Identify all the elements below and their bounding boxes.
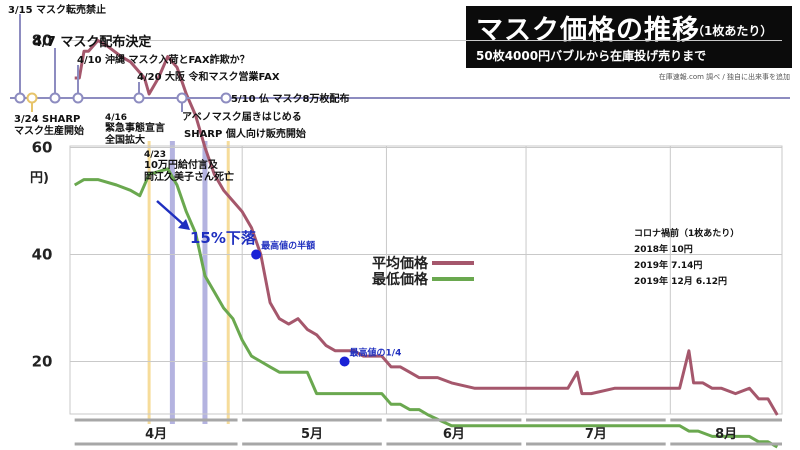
y-tick-label: 80 (32, 32, 53, 50)
series-line-avg-price (74, 39, 779, 416)
event-label-okinawa: 4/10 沖縄 マスク入荷とFAX詐欺か？ (77, 53, 250, 66)
marker-label-1: 最高値の1/4 (350, 347, 402, 359)
timeline-dot (133, 92, 145, 104)
chart-subtitle: 50枚4000円バブルから在庫投げ売りまで (476, 49, 707, 63)
timeline-dot (72, 92, 84, 104)
y-tick-label: 40 (32, 246, 53, 264)
timeline-dot (49, 92, 61, 104)
month-label: 8月 (715, 427, 737, 442)
precovid-line-1: 2019年 7.14円 (634, 259, 702, 271)
event-band-2 (147, 141, 151, 424)
event-band-0 (169, 141, 175, 424)
event-label-france: 5/10 仏 マスク8万枚配布 (231, 92, 349, 105)
y-axis-unit: 円) (30, 171, 49, 186)
drop-label: 15%下落 (190, 229, 257, 247)
timeline-dot (176, 92, 188, 104)
y-tick-label: 60 (32, 139, 53, 157)
credit-note: 在庫速報.com 調べ / 独自に出来事を追加 (658, 73, 790, 81)
y-tick-label: 20 (32, 353, 53, 371)
event-label-abenomask: アベノマスク届きはじめる (182, 111, 302, 123)
event-label-emergency-2: 全国拡大 (104, 133, 145, 146)
event-band-1 (202, 141, 208, 424)
precovid-heading: コロナ禍前（1枚あたり） (634, 227, 739, 239)
legend-label-avg: 平均価格 (372, 255, 429, 272)
marker-label-0: 最高値の半額 (261, 240, 315, 252)
event-label-cash-handout: 10万円給付言及 (144, 158, 219, 171)
event-band-3 (226, 141, 230, 424)
precovid-line-2: 2019年 12月 6.12円 (634, 275, 727, 287)
month-label: 7月 (585, 427, 607, 442)
marker-dot-1 (339, 356, 350, 367)
event-label-sharp-production: 3/24 SHARP (14, 114, 80, 125)
drop-arrow-head (178, 219, 190, 230)
marker-dot-0 (251, 249, 262, 260)
event-label-mask-distribution: 4/7 マスク配布決定 (33, 34, 151, 50)
timeline-dot (14, 92, 26, 104)
drop-arrow-line (156, 200, 185, 226)
month-label: 4月 (145, 427, 167, 442)
timeline-dot (220, 92, 232, 104)
month-label: 6月 (443, 427, 465, 442)
event-label-okae: 岡江久美子さん死亡 (144, 170, 234, 183)
chart-title-unit: （1枚あたり） (692, 24, 773, 38)
event-label-emergency: 緊急事態宣言 (105, 121, 165, 134)
legend-label-min: 最低価格 (372, 271, 429, 288)
title-box: マスク価格の推移 （1枚あたり） 50枚4000円バブルから在庫投げ売りまで (466, 6, 792, 68)
event-label-sharp-production-2: マスク生産開始 (14, 124, 84, 137)
timeline-dot (26, 92, 38, 104)
event-date-4-23: 4/23 (144, 150, 166, 160)
event-label-mask-resale-ban: 3/15 マスク転売禁止 (8, 3, 106, 16)
event-label-osaka: 4/20 大阪 令和マスク営業FAX (137, 70, 280, 83)
event-date-4-16: 4/16 (105, 113, 127, 123)
month-label: 5月 (301, 427, 323, 442)
series-line-min-price (73, 167, 779, 449)
event-label-sharp-retail: SHARP 個人向け販売開始 (184, 127, 306, 140)
precovid-line-0: 2018年 10円 (634, 243, 693, 255)
